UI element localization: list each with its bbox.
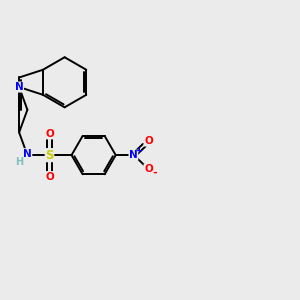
Text: N: N [15,82,23,92]
Text: O: O [144,136,153,146]
Text: O: O [45,172,54,182]
Text: H: H [15,157,23,166]
Text: -: - [153,168,157,178]
Text: N: N [129,150,138,160]
Text: N: N [23,149,32,159]
Text: O: O [45,129,54,139]
Text: S: S [45,148,54,162]
Text: O: O [144,164,153,174]
Text: +: + [135,146,142,155]
